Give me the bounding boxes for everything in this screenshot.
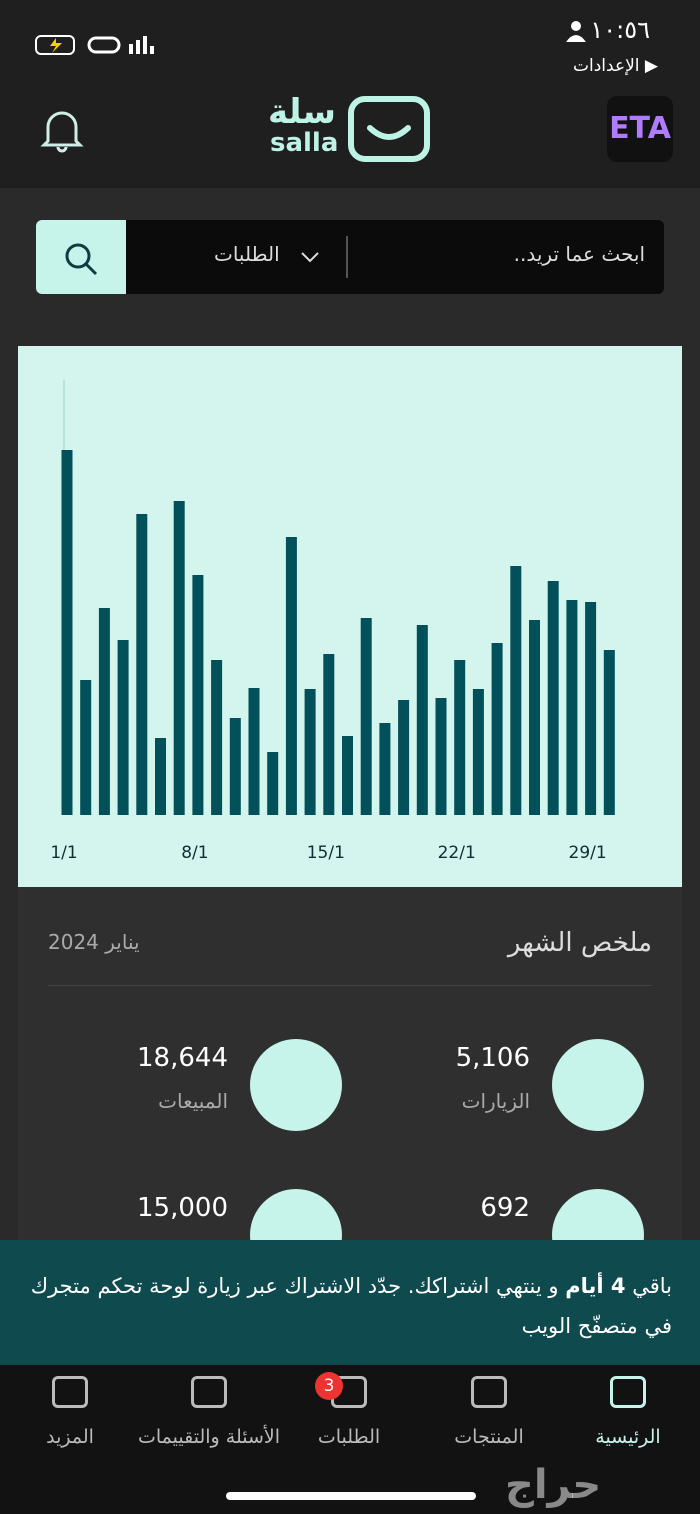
bar: [472, 689, 484, 815]
bar: [360, 618, 372, 815]
stat-icon: [250, 1039, 342, 1131]
bar: [342, 736, 353, 815]
nav-bar: [0, 1365, 700, 1514]
stat-value: 18,644: [137, 1043, 228, 1073]
bar: [379, 723, 391, 815]
stat-value: 692: [480, 1193, 530, 1223]
search-input[interactable]: ابحث عما تريد..: [513, 242, 645, 266]
banner-text: باقي: [625, 1274, 672, 1298]
bar: [416, 625, 428, 815]
stat-label: الزيارات: [461, 1089, 530, 1113]
bar: [285, 537, 297, 815]
top-bar: [0, 0, 700, 188]
bar: [398, 700, 410, 815]
search-box[interactable]: [36, 220, 664, 294]
bar: [98, 608, 110, 815]
nav-item[interactable]: المنتجات: [399, 1370, 579, 1460]
x-tick-label: 29/1: [569, 843, 607, 863]
bar: [61, 450, 73, 815]
nav-icon: [610, 1376, 646, 1408]
bar: [603, 650, 615, 815]
status-icons: [35, 35, 154, 55]
bar: [510, 566, 522, 815]
banner-text: و ينتهي اشتراكك. جدّد الاشتراك عبر زيارة…: [30, 1274, 672, 1338]
nav-item[interactable]: الطلبات 3: [259, 1370, 439, 1460]
summary-period: يناير 2024: [48, 930, 140, 954]
bar: [267, 752, 279, 815]
back-label: الإعدادات: [573, 56, 640, 76]
bar: [566, 600, 578, 815]
bar: [323, 654, 335, 815]
stat-value: 5,106: [455, 1043, 530, 1073]
nav-label: المنتجات: [454, 1426, 524, 1448]
chevron: [301, 252, 319, 263]
avatar[interactable]: ETA: [607, 96, 673, 162]
bar: [229, 718, 241, 815]
user-icon: [566, 21, 586, 42]
bell[interactable]: [40, 105, 84, 155]
nav-item[interactable]: المزيد: [0, 1370, 160, 1460]
nav-icon: [471, 1376, 507, 1408]
nav-badge: 3: [315, 1372, 343, 1400]
back-link[interactable]: الإعدادات ▶: [573, 56, 658, 76]
bar: [80, 680, 92, 815]
bar: [304, 689, 316, 815]
watermark: حراج: [505, 1462, 602, 1508]
divider: [346, 236, 348, 278]
search-button[interactable]: [36, 220, 126, 294]
bar: [491, 643, 503, 815]
logo-ar: سلة: [268, 92, 336, 132]
nav-icon: [191, 1376, 227, 1408]
x-tick-label: 8/1: [181, 843, 208, 863]
filter-dropdown[interactable]: الطلبات: [214, 242, 280, 266]
bar: [211, 660, 223, 815]
nav-label: الرئيسية: [595, 1426, 661, 1448]
nav-label: الأسئلة والتقييمات: [138, 1426, 280, 1448]
bar: [192, 575, 204, 815]
logo-icon: [348, 96, 430, 162]
stat-icon: [552, 1039, 644, 1131]
bar: [117, 640, 129, 815]
chart: 1/1 8/1 15/1 22/1 29/1: [18, 346, 682, 887]
banner-bold: 4 أيام: [565, 1274, 626, 1298]
time: ١٠:٥٦: [590, 16, 650, 44]
nav-item[interactable]: الأسئلة والتقييمات: [119, 1370, 299, 1460]
bar: [547, 581, 559, 815]
banner: باقي 4 أيام و ينتهي اشتراكك. جدّد الاشتر…: [0, 1240, 700, 1365]
bar: [155, 738, 166, 815]
bar: [435, 698, 447, 815]
bar: [585, 602, 597, 815]
summary-title: ملخص الشهر: [507, 928, 652, 958]
home-indicator: [226, 1492, 476, 1500]
bar: [173, 501, 185, 815]
nav-item[interactable]: الرئيسية: [538, 1370, 700, 1460]
nav-label: المزيد: [46, 1426, 94, 1448]
bar: [529, 620, 540, 815]
summary-divider: [48, 985, 652, 986]
bar: [248, 688, 260, 815]
x-tick-label: 1/1: [50, 843, 77, 863]
stat-label: المبيعات: [158, 1089, 228, 1113]
nav-icon: [52, 1376, 88, 1408]
nav-label: الطلبات: [317, 1426, 381, 1448]
bar: [454, 660, 466, 815]
x-tick-label: 22/1: [438, 843, 476, 863]
stat-value: 15,000: [137, 1193, 228, 1223]
filter-label: الطلبات: [214, 242, 280, 266]
search-icon: [65, 243, 98, 276]
logo-en: salla: [270, 128, 339, 158]
bar: [136, 514, 148, 815]
x-tick-label: 15/1: [307, 843, 345, 863]
